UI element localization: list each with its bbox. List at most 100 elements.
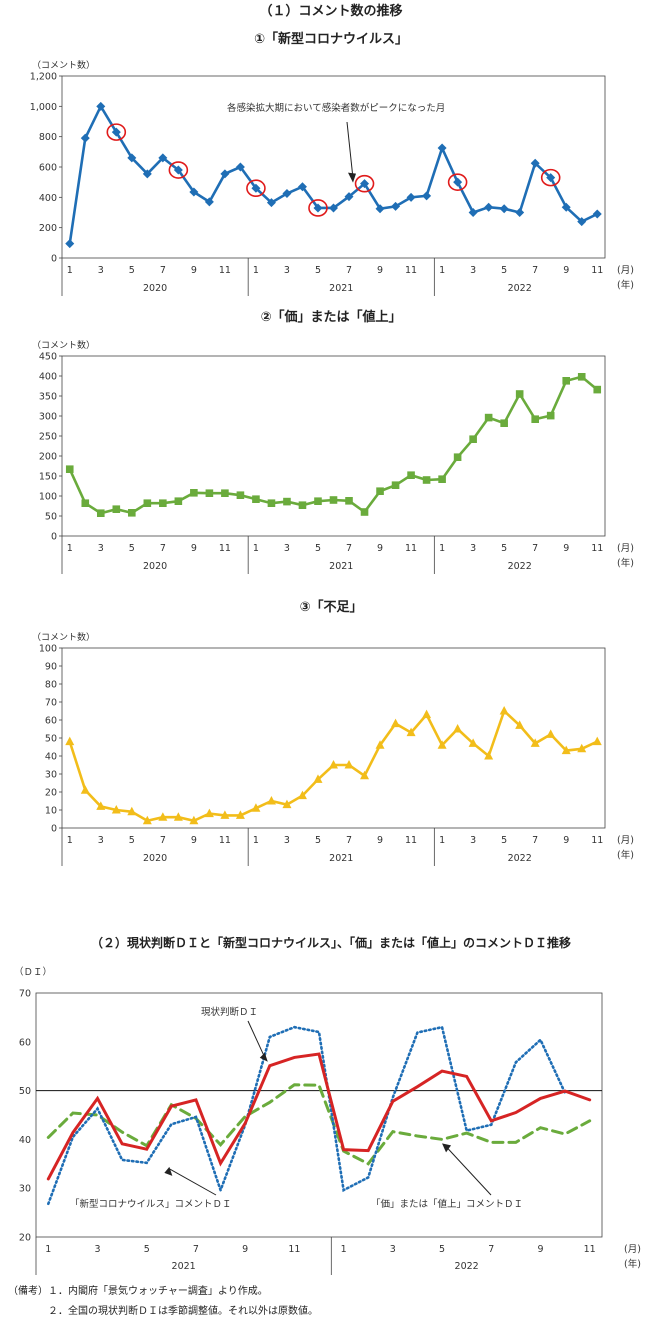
di-y-tick-label: 50 bbox=[19, 1086, 31, 1097]
data-point bbox=[282, 189, 292, 199]
y-axis-label: （コメント数） bbox=[32, 339, 95, 351]
year-unit-label: (年) bbox=[617, 279, 634, 291]
y-tick-label: 1,200 bbox=[30, 72, 57, 83]
y-tick-label: 400 bbox=[39, 372, 57, 383]
data-point bbox=[297, 790, 307, 800]
data-point bbox=[484, 751, 494, 760]
di-x-tick-label: 3 bbox=[94, 1244, 100, 1255]
di-y-tick-label: 70 bbox=[19, 989, 31, 1000]
data-point bbox=[252, 495, 260, 503]
data-point bbox=[65, 239, 75, 249]
di-label-arrow bbox=[247, 1020, 267, 1060]
data-point bbox=[329, 496, 338, 504]
peak-circle bbox=[246, 179, 266, 198]
x-tick-label: 9 bbox=[563, 543, 569, 554]
x-tick-label: 11 bbox=[219, 265, 231, 276]
di-label-arrow bbox=[169, 1168, 217, 1196]
data-point bbox=[468, 738, 478, 747]
data-point bbox=[453, 177, 463, 187]
x-tick-label: 11 bbox=[405, 543, 417, 554]
data-point bbox=[360, 770, 370, 780]
y-tick-label: 300 bbox=[39, 412, 57, 423]
x-tick-label: 1 bbox=[253, 265, 259, 276]
data-point bbox=[438, 475, 446, 483]
section2-title: （２）現状判断ＤＩと「新型コロナウイルス」、「価」または「値上」のコメントＤＩ推… bbox=[90, 936, 571, 950]
data-point bbox=[345, 497, 353, 505]
annotation-arrowhead bbox=[348, 172, 357, 183]
data-point bbox=[158, 153, 168, 163]
data-point bbox=[220, 810, 230, 819]
data-point bbox=[329, 760, 338, 769]
plot-frame bbox=[61, 355, 606, 537]
data-point bbox=[329, 203, 338, 213]
data-point bbox=[406, 727, 416, 737]
data-point bbox=[530, 158, 540, 168]
di-x-tick-label: 9 bbox=[242, 1244, 248, 1255]
data-point bbox=[391, 718, 401, 728]
y-tick-label: 80 bbox=[45, 680, 57, 691]
di-x-tick-label: 1 bbox=[341, 1244, 347, 1255]
y-tick-label: 30 bbox=[45, 770, 57, 781]
data-point bbox=[561, 745, 571, 755]
data-point bbox=[437, 740, 447, 749]
x-tick-label: 5 bbox=[501, 265, 507, 276]
y-tick-label: 0 bbox=[51, 254, 57, 265]
x-tick-label: 3 bbox=[284, 835, 290, 846]
y-tick-label: 20 bbox=[45, 788, 57, 799]
di-label-arrowhead bbox=[442, 1143, 452, 1153]
chart2-title: ②「価」または「値上」 bbox=[260, 310, 402, 325]
data-point bbox=[546, 411, 555, 420]
data-point bbox=[111, 805, 121, 814]
x-tick-label: 3 bbox=[470, 265, 476, 276]
data-point bbox=[189, 815, 199, 825]
x-tick-label: 5 bbox=[315, 265, 321, 276]
x-tick-label: 9 bbox=[377, 835, 383, 846]
year-label: 2021 bbox=[329, 853, 353, 864]
data-point bbox=[204, 197, 214, 207]
x-tick-label: 1 bbox=[67, 265, 73, 276]
data-point bbox=[484, 202, 494, 212]
data-point bbox=[298, 501, 307, 509]
data-point bbox=[127, 806, 137, 816]
data-point bbox=[376, 487, 384, 495]
x-tick-label: 9 bbox=[377, 543, 383, 554]
data-point bbox=[422, 191, 432, 201]
x-tick-label: 11 bbox=[591, 543, 603, 554]
data-point bbox=[468, 208, 478, 217]
data-point bbox=[174, 497, 183, 505]
data-point bbox=[112, 505, 121, 513]
data-point bbox=[546, 729, 556, 738]
x-tick-label: 7 bbox=[160, 835, 166, 846]
x-tick-label: 9 bbox=[191, 265, 197, 276]
di-x-tick-label: 7 bbox=[488, 1244, 494, 1255]
data-point bbox=[142, 169, 152, 179]
data-point bbox=[375, 204, 385, 214]
x-tick-label: 5 bbox=[129, 543, 135, 554]
di-y-axis-label: （ＤＩ） bbox=[14, 966, 52, 978]
peak-circle bbox=[106, 123, 127, 141]
data-point bbox=[267, 499, 276, 507]
peak-circle bbox=[168, 161, 189, 179]
data-point bbox=[204, 808, 214, 818]
data-point bbox=[96, 101, 106, 111]
data-point bbox=[391, 481, 400, 489]
data-point bbox=[96, 509, 105, 517]
x-tick-label: 5 bbox=[501, 835, 507, 846]
data-point bbox=[531, 415, 539, 423]
di-series-line-solid bbox=[46, 1052, 592, 1181]
x-tick-label: 3 bbox=[284, 265, 290, 276]
y-tick-label: 60 bbox=[45, 716, 57, 727]
month-unit-label: (月) bbox=[617, 543, 634, 554]
x-tick-label: 7 bbox=[346, 543, 352, 554]
data-point bbox=[515, 208, 525, 217]
data-point bbox=[469, 435, 477, 443]
x-tick-label: 1 bbox=[253, 543, 259, 554]
y-tick-label: 50 bbox=[45, 512, 57, 523]
di-label-arrow bbox=[443, 1144, 492, 1196]
section1-title: （１）コメント数の推移 bbox=[259, 4, 403, 19]
y-axis-label: （コメント数） bbox=[32, 59, 95, 71]
month-unit-label: (月) bbox=[617, 835, 634, 846]
di-x-tick-label: 11 bbox=[288, 1244, 300, 1255]
data-point bbox=[313, 774, 323, 783]
plot-frame bbox=[61, 647, 606, 829]
